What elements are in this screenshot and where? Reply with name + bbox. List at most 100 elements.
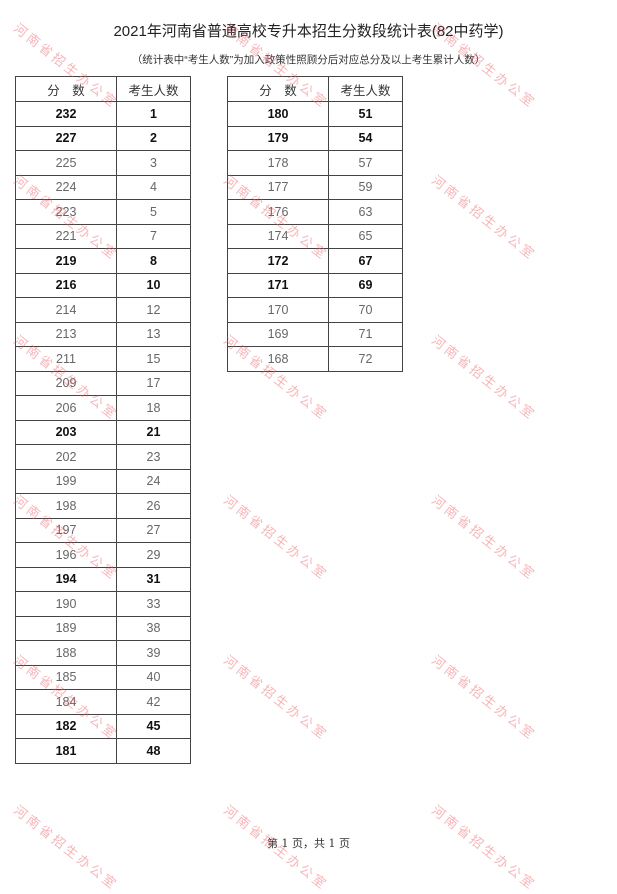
watermark: 河南省招生办公室 [220,493,331,584]
score-cell: 227 [15,125,117,151]
table-row: 209 17 [15,370,191,396]
score-cell: 224 [15,174,117,200]
table-row: 180 51 [227,101,403,127]
table-row: 214 12 [15,297,191,323]
score-cell: 174 [227,223,329,249]
count-cell: 63 [328,199,403,225]
count-cell: 1 [116,101,191,127]
score-cell: 170 [227,297,329,323]
count-cell: 31 [116,566,191,592]
page-title: 2021年河南省普通高校专升本招生分数段统计表(82中药学) [113,23,504,40]
count-cell: 51 [328,101,403,127]
table-row: 211 15 [15,346,191,372]
score-cell: 213 [15,321,117,347]
page-footer: 第 1 页，共 1 页 [267,837,350,850]
table-row: 190 33 [15,591,191,617]
count-cell: 67 [328,248,403,274]
score-cell: 190 [15,591,117,617]
score-cell: 182 [15,713,117,739]
table-row: 169 71 [227,321,403,347]
table-row: 223 5 [15,199,191,225]
score-cell: 219 [15,248,117,274]
count-cell: 13 [116,321,191,347]
table-row: 185 40 [15,664,191,690]
count-cell: 15 [116,346,191,372]
count-cell: 33 [116,591,191,617]
score-cell: 189 [15,615,117,641]
score-cell: 221 [15,223,117,249]
table-row: 189 38 [15,615,191,641]
header-count: 考生人数 [116,76,191,102]
table-row: 227 2 [15,125,191,151]
table-row: 172 67 [227,248,403,274]
count-cell: 72 [328,346,403,372]
count-cell: 23 [116,444,191,470]
score-cell: 214 [15,297,117,323]
table-row: 168 72 [227,346,403,372]
table-row: 216 10 [15,272,191,298]
score-cell: 209 [15,370,117,396]
table-row: 232 1 [15,101,191,127]
score-cell: 216 [15,272,117,298]
count-cell: 26 [116,493,191,519]
score-cell: 179 [227,125,329,151]
watermark: 河南省招生办公室 [428,173,539,264]
table-row: 224 4 [15,174,191,200]
count-cell: 24 [116,468,191,494]
count-cell: 3 [116,150,191,176]
table-row: 181 48 [15,738,191,764]
count-cell: 69 [328,272,403,298]
score-cell: 199 [15,468,117,494]
score-cell: 180 [227,101,329,127]
score-table-right: 分 数 考生人数 180 51 179 54 178 57 177 59 176 63 174 65 1… [227,76,403,372]
score-cell: 171 [227,272,329,298]
count-cell: 71 [328,321,403,347]
score-cell: 232 [15,101,117,127]
page-subtitle: （统计表中“考生人数”为加入政策性照顾分后对应总分及以上考生累计人数） [131,54,486,66]
score-cell: 202 [15,444,117,470]
header-score: 分 数 [15,76,117,102]
count-cell: 4 [116,174,191,200]
score-cell: 176 [227,199,329,225]
count-cell: 8 [116,248,191,274]
score-cell: 198 [15,493,117,519]
table-header: 分 数 考生人数 [227,76,403,102]
count-cell: 12 [116,297,191,323]
table-row: 206 18 [15,395,191,421]
table-row: 179 54 [227,125,403,151]
table-row: 197 27 [15,517,191,543]
watermark: 河南省招生办公室 [428,493,539,584]
score-cell: 197 [15,517,117,543]
score-cell: 185 [15,664,117,690]
watermark: 河南省招生办公室 [220,653,331,744]
watermark: 河南省招生办公室 [428,653,539,744]
table-row: 184 42 [15,689,191,715]
watermark: 河南省招生办公室 [428,333,539,424]
table-row: 177 59 [227,174,403,200]
count-cell: 21 [116,419,191,445]
score-cell: 178 [227,150,329,176]
score-cell: 194 [15,566,117,592]
score-cell: 188 [15,640,117,666]
table-row: 202 23 [15,444,191,470]
count-cell: 27 [116,517,191,543]
table-row: 213 13 [15,321,191,347]
count-cell: 42 [116,689,191,715]
table-row: 174 65 [227,223,403,249]
count-cell: 5 [116,199,191,225]
count-cell: 17 [116,370,191,396]
table-row: 225 3 [15,150,191,176]
header-score: 分 数 [227,76,329,102]
score-cell: 223 [15,199,117,225]
table-row: 219 8 [15,248,191,274]
table-row: 188 39 [15,640,191,666]
count-cell: 2 [116,125,191,151]
count-cell: 59 [328,174,403,200]
score-cell: 172 [227,248,329,274]
table-row: 194 31 [15,566,191,592]
table-row: 199 24 [15,468,191,494]
count-cell: 18 [116,395,191,421]
count-cell: 39 [116,640,191,666]
table-row: 170 70 [227,297,403,323]
table-row: 196 29 [15,542,191,568]
